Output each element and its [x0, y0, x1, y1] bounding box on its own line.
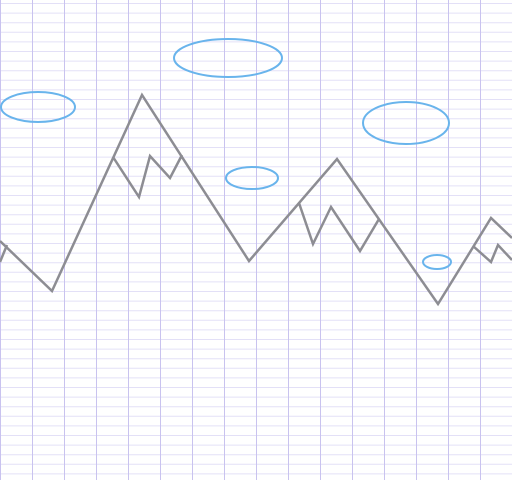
snow-cap-left-peak: [111, 153, 184, 201]
cloud-left: [0, 91, 76, 123]
cloud-group: [0, 38, 452, 270]
cloud-top-center: [173, 38, 283, 78]
cloud-right: [362, 101, 450, 145]
mountain-range: [0, 92, 512, 307]
snow-cap-right-peak: [472, 242, 512, 265]
left-edge-stub: [0, 244, 9, 263]
mountain-range-outline: [0, 92, 512, 307]
snow-cap-middle-peak: [297, 202, 381, 254]
cloud-middle-small: [225, 166, 279, 190]
cloud-tiny: [422, 254, 452, 270]
